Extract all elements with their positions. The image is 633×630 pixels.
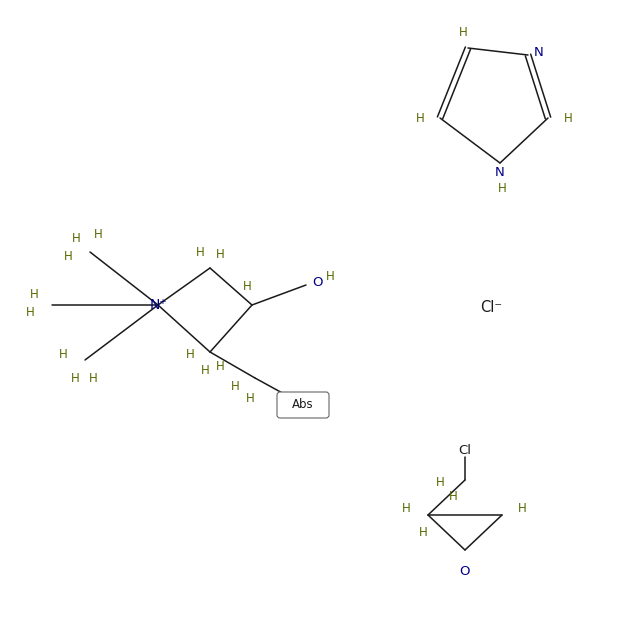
Text: N: N [495, 166, 505, 179]
Text: H: H [326, 270, 335, 284]
Text: H: H [64, 249, 72, 263]
Text: H: H [436, 476, 444, 488]
Text: O: O [312, 275, 322, 289]
Text: H: H [459, 25, 467, 38]
Text: H: H [89, 372, 97, 384]
Text: H: H [59, 348, 67, 362]
Text: H: H [30, 289, 39, 302]
Text: N: N [534, 47, 544, 59]
Text: H: H [242, 280, 251, 294]
Text: H: H [230, 379, 239, 392]
Text: H: H [216, 360, 224, 374]
Text: H: H [71, 372, 79, 384]
Text: H: H [418, 527, 427, 539]
Text: Cl⁻: Cl⁻ [480, 301, 502, 316]
Text: H: H [518, 503, 527, 515]
Text: H: H [25, 307, 34, 319]
Text: H: H [201, 364, 210, 377]
Text: H: H [185, 348, 194, 362]
Text: H: H [498, 182, 506, 195]
Text: N⁺: N⁺ [149, 298, 167, 312]
Text: H: H [216, 248, 224, 260]
Text: H: H [94, 227, 103, 241]
Text: Cl: Cl [458, 444, 472, 457]
Text: H: H [246, 391, 254, 404]
Text: H: H [563, 113, 572, 125]
Text: H: H [401, 503, 410, 515]
Text: O: O [460, 565, 470, 578]
Text: H: H [72, 231, 80, 244]
FancyBboxPatch shape [277, 392, 329, 418]
Text: Abs: Abs [292, 399, 314, 411]
Text: H: H [196, 246, 204, 258]
Text: H: H [416, 113, 424, 125]
Text: H: H [449, 490, 458, 503]
